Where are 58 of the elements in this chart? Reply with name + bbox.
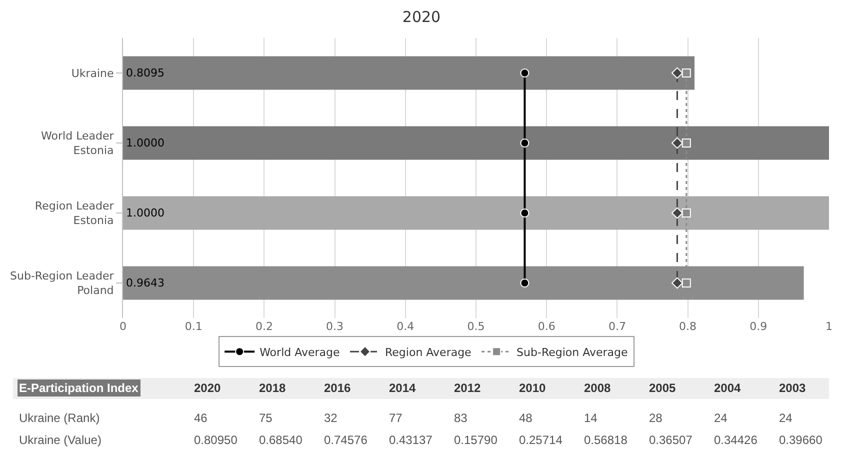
text: 77 bbox=[389, 411, 403, 425]
text: 0.25714 bbox=[519, 433, 563, 447]
x-tick-label: 1 bbox=[826, 320, 832, 333]
text: 0.68540 bbox=[259, 433, 303, 447]
text: Ukraine (Rank) bbox=[19, 411, 100, 425]
text: 46 bbox=[194, 411, 208, 425]
text: 83 bbox=[454, 411, 468, 425]
text: 0.34426 bbox=[714, 433, 758, 447]
text: 2016 bbox=[324, 381, 352, 395]
text: 28 bbox=[649, 411, 663, 425]
data-label: 0.8095 bbox=[126, 66, 164, 80]
bar bbox=[123, 126, 829, 160]
x-tick-label: 0.9 bbox=[750, 320, 768, 333]
x-tick-label: 0.2 bbox=[255, 320, 273, 333]
text: 14 bbox=[584, 411, 598, 425]
text: 2004 bbox=[714, 381, 742, 395]
text: 0.80950 bbox=[194, 433, 238, 447]
text: Ukraine (Value) bbox=[19, 433, 102, 447]
x-tick-label: 0.4 bbox=[396, 320, 414, 333]
text: 24 bbox=[714, 411, 728, 425]
legend-label: World Average bbox=[260, 346, 340, 359]
text: 2005 bbox=[649, 381, 676, 395]
text: 2012 bbox=[454, 381, 482, 395]
y-tick-label: Sub-Region Leader Poland bbox=[10, 270, 114, 297]
text: 48 bbox=[519, 411, 533, 425]
text: 2010 bbox=[519, 381, 546, 395]
x-tick-label: 0.6 bbox=[538, 320, 556, 333]
text: 2018 bbox=[259, 381, 286, 395]
x-tick-label: 0.3 bbox=[326, 320, 344, 333]
x-tick-label: 0.7 bbox=[608, 320, 626, 333]
data-label: 0.9643 bbox=[126, 276, 164, 290]
text: 2020 bbox=[194, 381, 222, 395]
text: 2008 bbox=[584, 381, 612, 395]
data-label: 1.0000 bbox=[126, 206, 164, 220]
data-label: 1.0000 bbox=[126, 136, 164, 150]
bar bbox=[123, 196, 829, 230]
x-tick-label: 0.1 bbox=[184, 320, 202, 333]
text: 0.74576 bbox=[324, 433, 368, 447]
y-tick-label: World Leader Estonia bbox=[41, 130, 114, 157]
text: 2014 bbox=[389, 381, 416, 395]
text: 24 bbox=[779, 411, 793, 425]
text: 0.15790 bbox=[454, 433, 498, 447]
y-tick-label: Ukraine bbox=[71, 66, 114, 80]
x-tick-label: 0 bbox=[120, 320, 126, 333]
text: 0.36507 bbox=[649, 433, 693, 447]
text: 0.56818 bbox=[584, 433, 628, 447]
x-tick-label: 0.5 bbox=[467, 320, 485, 333]
chart-title: 2020 bbox=[402, 8, 441, 26]
y-tick-label: Region Leader Estonia bbox=[34, 200, 114, 227]
legend-label: Sub-Region Average bbox=[516, 346, 628, 359]
text: E-Participation Index bbox=[19, 381, 139, 395]
legend-label: Region Average bbox=[385, 346, 472, 359]
text: 75 bbox=[259, 411, 273, 425]
text: 2003 bbox=[779, 381, 806, 395]
text: 0.43137 bbox=[389, 433, 433, 447]
text: 32 bbox=[324, 411, 338, 425]
x-tick-label: 0.8 bbox=[679, 320, 697, 333]
text: 0.39660 bbox=[779, 433, 823, 447]
